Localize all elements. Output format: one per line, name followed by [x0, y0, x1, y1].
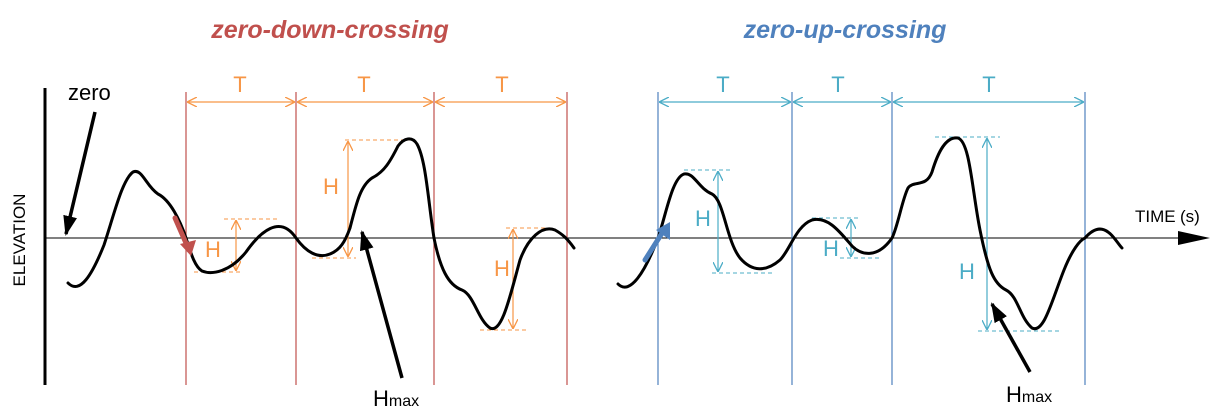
time-axis-label: TIME [1135, 207, 1176, 226]
up-crossing-arrow [642, 227, 667, 263]
down-crossing-arrowhead [180, 240, 196, 256]
elevation-axis-label: ELEVATION [10, 194, 29, 287]
down-h3-label: H [494, 256, 510, 281]
down-h2-label: H [323, 174, 339, 199]
time-axis-arrowhead [1178, 231, 1210, 245]
zero-label: zero [68, 80, 111, 105]
up-h3-label: H [959, 259, 975, 284]
down-hmax-label: Hmax [373, 386, 419, 410]
up-period-label-1: T [716, 72, 729, 97]
up-h1-label: H [695, 206, 711, 231]
up-wave-profile [616, 136, 1124, 331]
up-h2-label: H [823, 236, 839, 261]
zero-pointer-arrow [63, 111, 97, 236]
down-hmax-pointer-arrow [360, 230, 404, 379]
up-hmax-pointer-arrow [990, 302, 1032, 373]
up-crossing-arrowhead [656, 222, 670, 240]
up-period-label-2: T [831, 72, 844, 97]
down-wave-profile [66, 137, 576, 331]
down-period-label-1: T [233, 72, 246, 97]
down-period-label-2: T [357, 72, 370, 97]
title-zero-up-crossing: zero-up-crossing [743, 16, 947, 44]
up-hmax-label: Hmax [1006, 382, 1052, 407]
up-crossing-panel: T T T H H H Hmax [616, 72, 1124, 407]
up-period-label-3: T [982, 72, 995, 97]
time-axis-unit: (s) [1180, 207, 1200, 226]
down-crossing-panel: T T T H H H Hmax [66, 72, 576, 410]
title-zero-down-crossing: zero-down-crossing [210, 16, 449, 44]
down-h1-label: H [205, 237, 221, 262]
down-period-label-3: T [495, 72, 508, 97]
